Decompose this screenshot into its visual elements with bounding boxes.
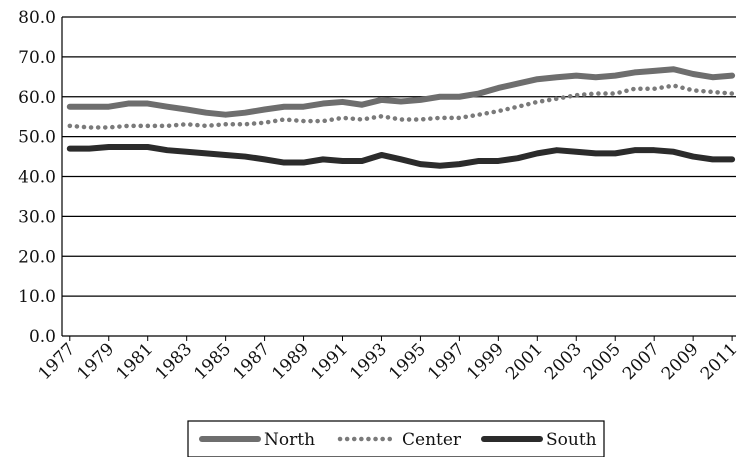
legend: North Center South [187, 420, 605, 457]
y-tick-label: 30.0 [18, 207, 56, 227]
x-tick-label: 1999 [463, 339, 508, 384]
y-tick-label: 0.0 [29, 327, 56, 347]
legend-label: North [264, 430, 315, 450]
x-tick-label: 2005 [580, 339, 625, 384]
x-tick-label: 2001 [502, 339, 547, 384]
x-tick-label: 2007 [619, 339, 664, 384]
x-tick-label: 1995 [385, 339, 430, 384]
x-tick-label: 1985 [190, 339, 235, 384]
y-tick-label: 80.0 [18, 8, 56, 28]
y-tick-label: 50.0 [18, 128, 56, 148]
x-tick-label: 2011 [697, 339, 740, 384]
x-tick-label: 1981 [113, 339, 158, 384]
y-tick-label: 40.0 [18, 168, 56, 188]
x-tick-label: 1983 [151, 339, 196, 384]
series-line [67, 83, 735, 130]
x-tick-label: 2003 [541, 339, 586, 384]
series-line [66, 143, 736, 169]
y-tick-label: 60.0 [18, 88, 56, 108]
y-tick-label: 10.0 [18, 287, 56, 307]
x-tick-label: 1979 [74, 339, 119, 384]
x-tick-label: 2009 [658, 339, 703, 384]
x-tick-label: 1991 [307, 339, 352, 384]
y-tick-label: 70.0 [18, 48, 56, 68]
x-tick-label: 1987 [229, 339, 274, 384]
x-tick-label: 1993 [346, 339, 391, 384]
series-line [66, 66, 736, 118]
legend-label: South [546, 430, 597, 450]
legend-label: Center [402, 430, 462, 450]
x-tick-label: 1997 [424, 339, 469, 384]
y-tick-label: 20.0 [18, 247, 56, 267]
x-tick-label: 1989 [268, 339, 313, 384]
